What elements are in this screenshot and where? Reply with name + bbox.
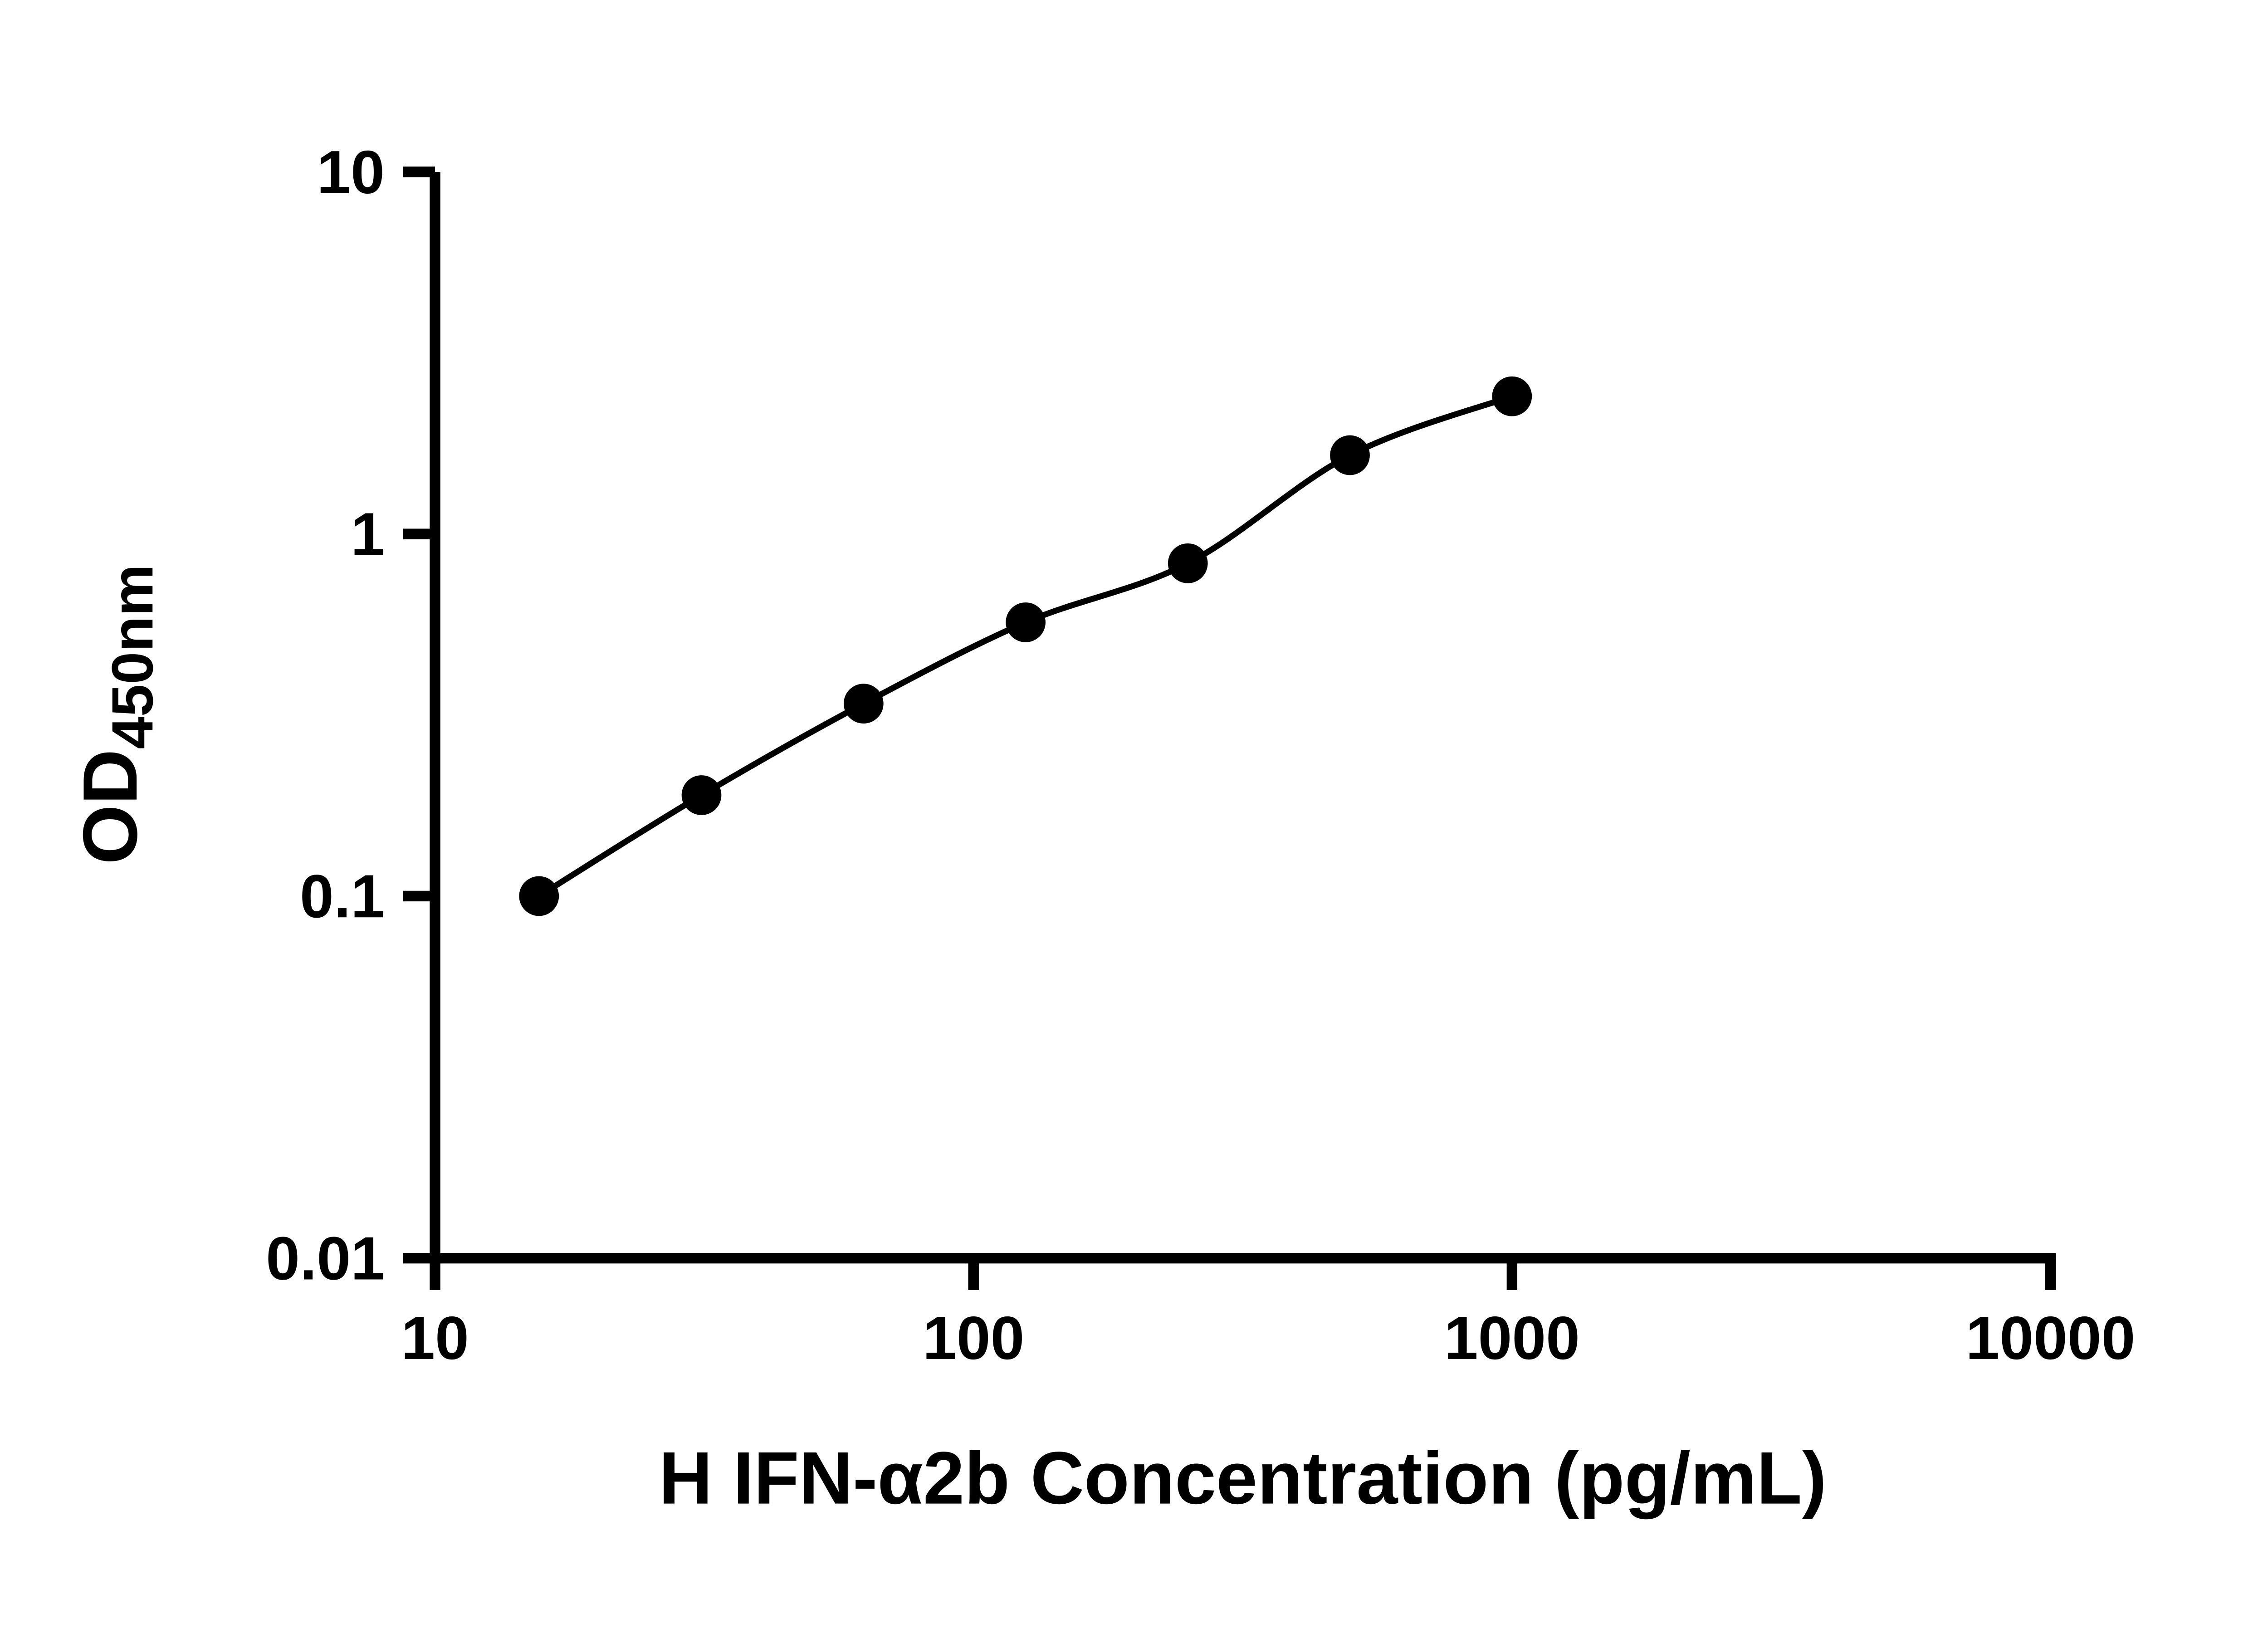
y-tick-label: 0.01 [266,1224,385,1292]
y-axis-title-main: OD [67,749,153,864]
y-axis-title: OD450nm [67,564,165,865]
data-point [1168,543,1208,583]
data-point [519,876,559,916]
data-point [1330,435,1370,475]
x-axis-title: H IFN-α2b Concentration (pg/mL) [659,1437,1827,1520]
y-tick-label: 1 [351,500,385,568]
fit-curve [537,393,1513,899]
plot-area: 10 100 1000 10000 0.01 0.1 1 10 [266,138,2135,1372]
y-tick-label: 0.1 [300,862,385,930]
y-axis-title-subscript: 450nm [100,564,165,749]
data-point [681,775,722,815]
x-tick-label: 10000 [1965,1304,2135,1372]
x-tick-label: 10 [401,1304,469,1372]
data-point [843,684,884,724]
x-tick-label: 100 [923,1304,1024,1372]
y-tick-label: 10 [317,138,385,206]
data-point [1006,602,1046,642]
x-tick-label: 1000 [1444,1304,1580,1372]
data-point [1492,376,1532,416]
